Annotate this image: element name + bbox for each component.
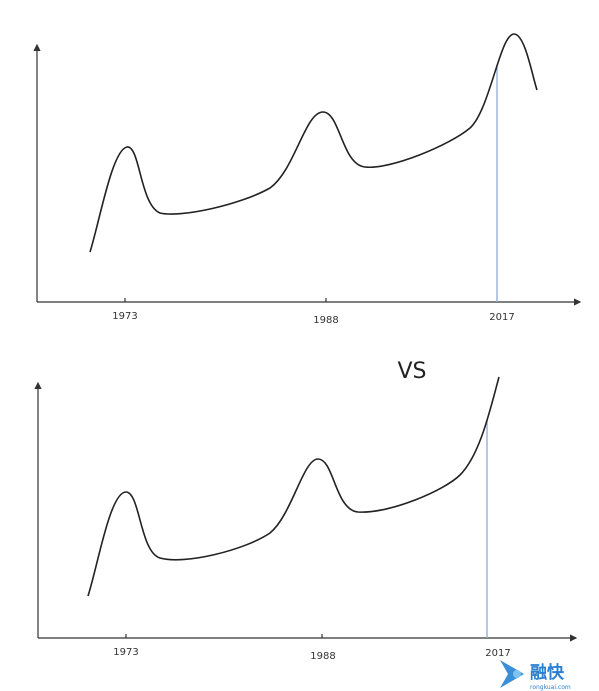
- x-label: 2017: [485, 648, 510, 659]
- curve: [87, 376, 500, 597]
- separator: VS: [397, 359, 426, 384]
- logo: [500, 660, 524, 688]
- chart-top: 1973 1988 2017: [33, 33, 582, 326]
- x-label: 1988: [310, 651, 335, 662]
- x-label: 1973: [113, 647, 138, 658]
- watermark-name: 融快: [530, 662, 565, 683]
- logo-dot: [513, 670, 521, 678]
- x-label: 2017: [489, 312, 514, 323]
- watermark: 融快 rongkuai.com: [500, 660, 571, 691]
- chart-bottom: 1973 1988 2017: [34, 376, 578, 662]
- watermark-url: rongkuai.com: [530, 684, 571, 691]
- x-label: 1973: [112, 311, 137, 322]
- x-label: 1988: [313, 315, 338, 326]
- curve: [89, 33, 538, 253]
